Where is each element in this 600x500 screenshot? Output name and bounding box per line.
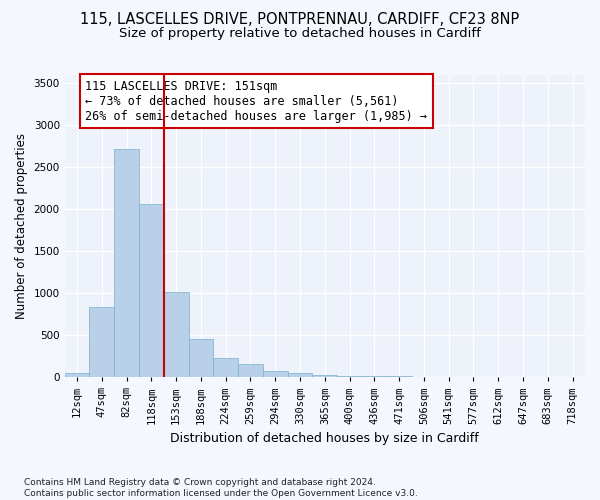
Bar	[337, 376, 362, 377]
Bar	[114, 149, 139, 377]
Bar	[263, 372, 287, 377]
Bar	[89, 306, 114, 377]
Text: 115, LASCELLES DRIVE, PONTPRENNAU, CARDIFF, CF23 8NP: 115, LASCELLES DRIVE, PONTPRENNAU, CARDI…	[80, 12, 520, 28]
Bar	[65, 373, 89, 377]
Bar	[139, 204, 164, 377]
Bar	[214, 358, 238, 377]
Text: 115 LASCELLES DRIVE: 151sqm
← 73% of detached houses are smaller (5,561)
26% of : 115 LASCELLES DRIVE: 151sqm ← 73% of det…	[85, 80, 427, 122]
Text: Size of property relative to detached houses in Cardiff: Size of property relative to detached ho…	[119, 28, 481, 40]
Bar	[362, 376, 387, 377]
Bar	[387, 376, 412, 377]
Bar	[238, 364, 263, 377]
Y-axis label: Number of detached properties: Number of detached properties	[15, 133, 28, 319]
Bar	[287, 374, 313, 377]
Text: Contains HM Land Registry data © Crown copyright and database right 2024.
Contai: Contains HM Land Registry data © Crown c…	[24, 478, 418, 498]
Bar	[188, 339, 214, 377]
X-axis label: Distribution of detached houses by size in Cardiff: Distribution of detached houses by size …	[170, 432, 479, 445]
Bar	[164, 292, 188, 377]
Bar	[313, 375, 337, 377]
